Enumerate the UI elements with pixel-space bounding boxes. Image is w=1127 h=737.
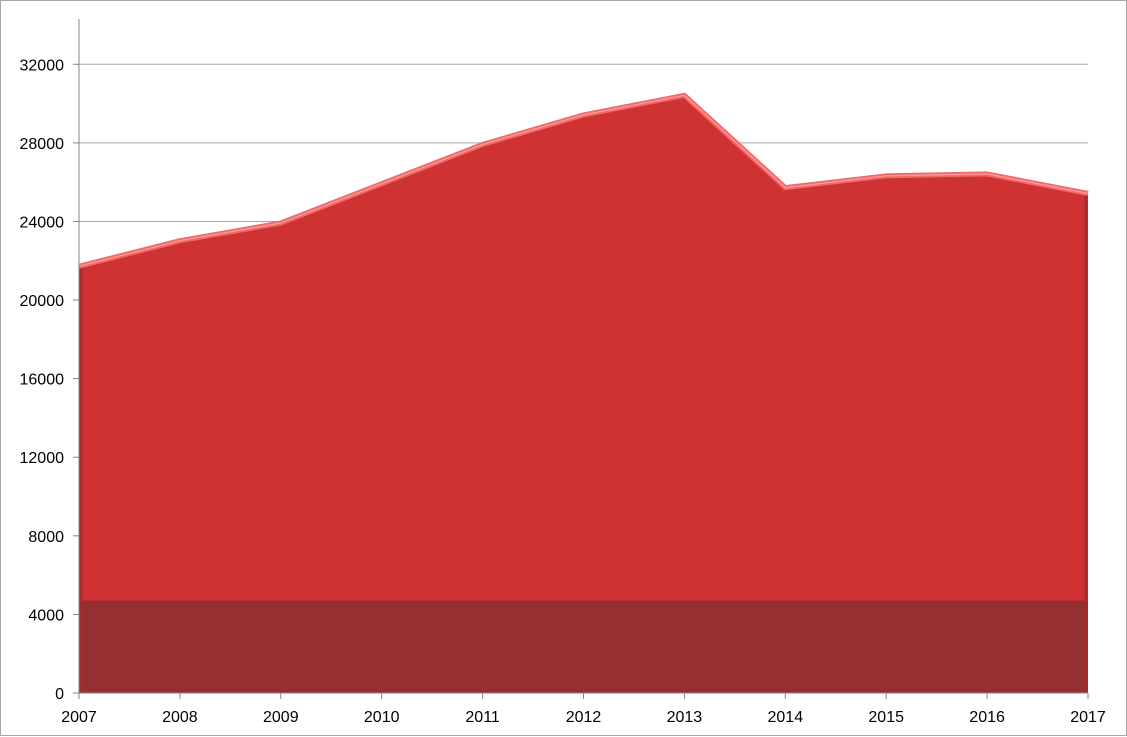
y-axis-ticks: 0 4000 8000 12000 16000 20000 24000 28000 32000 [20,57,79,703]
x-tick-label: 2013 [667,709,703,726]
y-tick-label: 16000 [20,372,65,389]
x-tick-label: 2010 [364,709,400,726]
y-tick-label: 24000 [20,214,65,231]
x-tick-label: 2008 [162,709,198,726]
y-tick-label: 28000 [20,136,65,153]
series-area [79,93,1088,694]
y-tick-label: 4000 [28,607,64,624]
x-tick-label: 2009 [263,709,299,726]
y-tick-label: 20000 [20,293,65,310]
series-line-highlight [78,94,1089,267]
x-tick-label: 2007 [61,709,97,726]
x-tick-label: 2016 [969,709,1005,726]
y-tick-label: 12000 [20,450,65,467]
x-tick-label: 2011 [465,709,500,726]
x-axis-ticks: 2007 2008 2009 2010 2011 2012 2013 2014 2015 2016… [61,693,1106,726]
baseline-band [79,600,1088,693]
area-series [78,92,1089,694]
y-tick-label: 0 [55,686,64,703]
y-tick-label: 8000 [28,529,64,546]
x-tick-label: 2014 [768,709,804,726]
x-tick-label: 2012 [566,709,602,726]
x-tick-label: 2015 [868,709,904,726]
x-tick-label: 2017 [1070,709,1106,726]
y-tick-label: 32000 [20,57,65,74]
